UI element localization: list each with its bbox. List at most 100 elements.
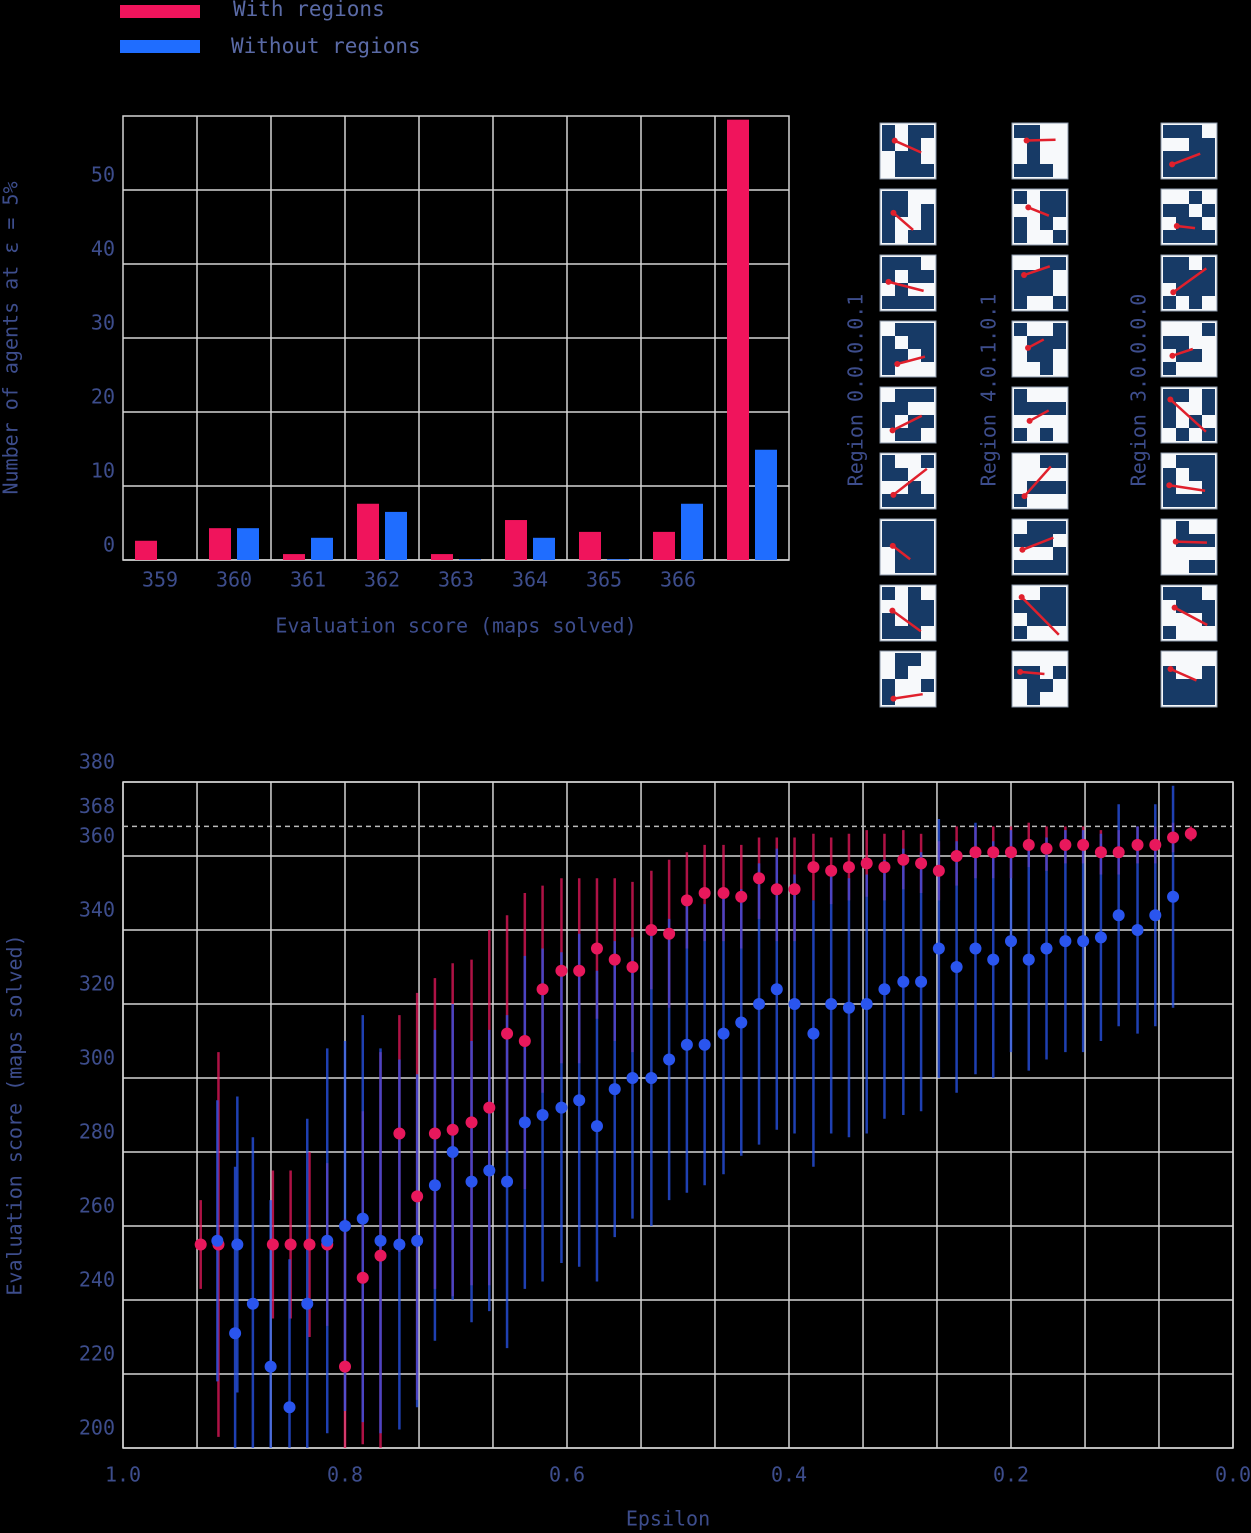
thumbnail-path bbox=[1172, 267, 1208, 294]
thumbnail-cell bbox=[1027, 679, 1040, 692]
thumbnail-cell bbox=[895, 151, 908, 164]
thumbnail-cell bbox=[1176, 125, 1189, 138]
thumbnail-cell bbox=[921, 296, 934, 309]
point bbox=[465, 1116, 478, 1129]
point bbox=[626, 961, 639, 973]
thumbnail-cell bbox=[882, 613, 895, 626]
point bbox=[1040, 842, 1053, 855]
thumbnail-cell bbox=[1040, 283, 1053, 296]
thumbnail-dot bbox=[1170, 289, 1177, 296]
bar bbox=[283, 554, 305, 560]
region-thumbnail bbox=[1011, 188, 1069, 246]
thumbnail-cell bbox=[1163, 270, 1176, 283]
point bbox=[1167, 831, 1180, 844]
thumbnail-cell bbox=[1040, 217, 1053, 230]
thumbnail-cell bbox=[1040, 428, 1053, 441]
thumbnail-cell bbox=[908, 164, 921, 177]
point bbox=[411, 1190, 424, 1203]
thumbnail-cell bbox=[895, 468, 908, 481]
thumbnail-cell bbox=[1040, 362, 1053, 375]
thumbnail-cell bbox=[908, 547, 921, 560]
point bbox=[411, 1234, 424, 1247]
thumbnail-cell bbox=[895, 521, 908, 534]
thumbnail-cell bbox=[921, 164, 934, 177]
thumbnail-path bbox=[1021, 536, 1054, 551]
point bbox=[1149, 838, 1162, 851]
thumbnail-cell bbox=[1189, 455, 1202, 468]
thumbnail-cell bbox=[1202, 666, 1215, 679]
thumbnail-cell bbox=[1176, 389, 1189, 402]
x-tick-label: 362 bbox=[364, 568, 400, 592]
thumbnail-cell bbox=[1176, 257, 1189, 270]
thumbnail-dot bbox=[1018, 594, 1025, 601]
y-tick-label: 240 bbox=[79, 1268, 115, 1292]
bar bbox=[727, 119, 749, 560]
point bbox=[266, 1238, 279, 1251]
point bbox=[915, 857, 928, 870]
thumbnail-cell bbox=[1040, 164, 1053, 177]
point bbox=[465, 1175, 478, 1188]
point bbox=[483, 1101, 496, 1114]
point bbox=[573, 964, 586, 977]
y-tick-label: 10 bbox=[91, 459, 115, 483]
region-thumbnail bbox=[879, 386, 937, 444]
thumbnail-cell bbox=[908, 323, 921, 336]
thumbnail-cell bbox=[882, 455, 895, 468]
region-thumbnail bbox=[1160, 188, 1218, 246]
thumbnail-cell bbox=[908, 613, 921, 626]
thumbnail-cell bbox=[921, 204, 934, 217]
thumbnail-cell bbox=[895, 191, 908, 204]
point bbox=[717, 887, 730, 899]
point bbox=[698, 1038, 711, 1051]
point bbox=[788, 883, 801, 896]
thumbnail-path bbox=[896, 355, 926, 366]
thumbnail-cell bbox=[1053, 336, 1066, 349]
point bbox=[645, 924, 658, 936]
point bbox=[194, 1238, 207, 1251]
point bbox=[878, 983, 891, 996]
thumbnail-cell bbox=[895, 402, 908, 415]
thumbnail-dot bbox=[1167, 666, 1174, 673]
thumbnail-cell bbox=[882, 230, 895, 243]
point bbox=[753, 872, 766, 885]
thumbnail-cell bbox=[1163, 679, 1176, 692]
x-tick-label: 364 bbox=[512, 568, 548, 592]
thumbnail-cell bbox=[1040, 481, 1053, 494]
thumbnail-cell bbox=[895, 296, 908, 309]
thumbnail-cell bbox=[908, 481, 921, 494]
point bbox=[897, 975, 910, 988]
thumbnail-cell bbox=[1189, 600, 1202, 613]
thumbnail-cell bbox=[921, 125, 934, 138]
thumbnail-cell bbox=[1189, 560, 1202, 573]
y-axis-title: Evaluation score (maps solved) bbox=[3, 934, 27, 1295]
point bbox=[374, 1249, 387, 1262]
thumbnail-cell bbox=[1176, 428, 1189, 441]
thumbnail-cell bbox=[895, 653, 908, 666]
point bbox=[446, 1123, 459, 1136]
thumbnail-cell bbox=[1163, 151, 1176, 164]
thumbnail-cell bbox=[908, 494, 921, 507]
thumbnail-cell bbox=[1053, 587, 1066, 600]
thumbnail-cell bbox=[1053, 402, 1066, 415]
point bbox=[825, 998, 838, 1010]
region-thumbnail bbox=[1011, 320, 1069, 378]
point bbox=[518, 1116, 531, 1129]
region-label: Region 3.0.0.0.0 bbox=[1127, 294, 1151, 487]
region-thumbnail bbox=[1160, 518, 1218, 576]
thumbnail-cell bbox=[908, 587, 921, 600]
thumbnail-cell bbox=[1040, 349, 1053, 362]
thumbnail-cell bbox=[882, 138, 895, 151]
point bbox=[770, 883, 783, 896]
bar bbox=[579, 531, 601, 560]
point bbox=[1040, 942, 1053, 955]
thumbnail-cell bbox=[1027, 613, 1040, 626]
thumbnail-cell bbox=[882, 336, 895, 349]
thumbnail-cell bbox=[1176, 692, 1189, 705]
thumbnail-cell bbox=[1163, 494, 1176, 507]
thumbnail-cell bbox=[1202, 534, 1215, 547]
point bbox=[860, 998, 873, 1010]
thumbnail-path bbox=[1023, 465, 1052, 497]
region-thumbnail bbox=[879, 584, 937, 642]
x-tick-label: 0.8 bbox=[327, 1463, 363, 1487]
point bbox=[788, 998, 801, 1010]
